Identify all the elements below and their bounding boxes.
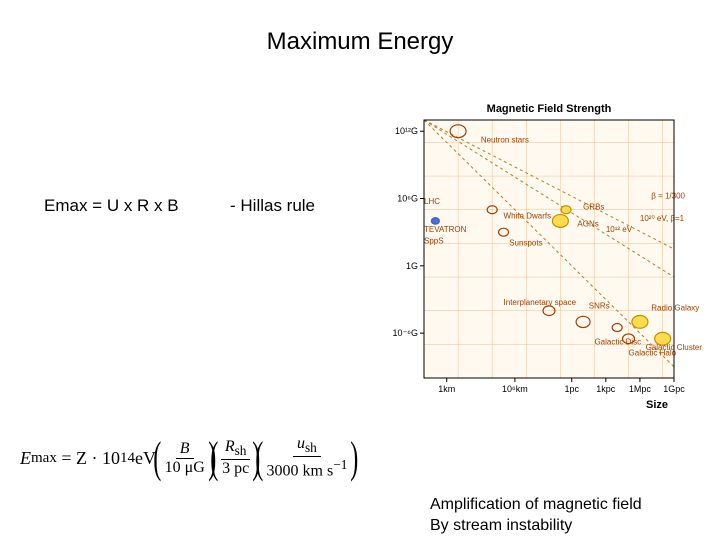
amplification-note: Amplification of magnetic field By strea…	[430, 495, 642, 537]
eq-term2: Rsh 3 pc	[218, 438, 253, 478]
svg-text:White Dwarfs: White Dwarfs	[504, 212, 552, 221]
svg-text:1Mpc: 1Mpc	[629, 384, 652, 394]
svg-text:1km: 1km	[438, 384, 455, 394]
hillas-plot: Magnetic Field Strength Size 1km 10⁶km 1pc 1k…	[376, 98, 706, 418]
svg-text:1G: 1G	[406, 261, 418, 271]
paren-icon: (	[255, 440, 263, 476]
svg-text:Radio Galaxy: Radio Galaxy	[651, 304, 699, 313]
svg-text:Size: Size	[646, 399, 668, 411]
eq-coef-exp: 14	[120, 450, 135, 467]
emax-formula: Emax = U x R x B	[44, 196, 179, 216]
svg-text:β = 1/300: β = 1/300	[651, 192, 685, 201]
eq-t3-den-exp: −1	[333, 457, 347, 472]
eq-t1-num: B	[180, 440, 190, 457]
paren-icon: (	[211, 440, 219, 476]
eq-t2-den: 3 pc	[218, 460, 253, 478]
svg-text:10¹² eV: 10¹² eV	[606, 225, 633, 234]
svg-text:AGNs: AGNs	[577, 220, 598, 229]
svg-text:LHC: LHC	[424, 197, 440, 206]
paren-icon: )	[351, 440, 359, 476]
eq-t2-num-sub: sh	[235, 443, 247, 458]
hillas-rule-label: - Hillas rule	[230, 196, 315, 216]
svg-text:1pc: 1pc	[564, 384, 579, 394]
eq-coef: = Z · 10	[61, 448, 120, 469]
svg-text:10⁶G: 10⁶G	[397, 194, 418, 204]
svg-text:SNRs: SNRs	[589, 301, 610, 310]
svg-text:1Gpc: 1Gpc	[663, 384, 685, 394]
svg-text:Neutron stars: Neutron stars	[481, 135, 529, 144]
svg-text:SppS: SppS	[424, 236, 444, 245]
svg-text:Galactic Disc: Galactic Disc	[594, 337, 641, 346]
svg-text:10¹²G: 10¹²G	[395, 126, 418, 136]
svg-text:Magnetic Field Strength: Magnetic Field Strength	[487, 103, 612, 115]
eq-t2-num: R	[225, 438, 235, 455]
svg-text:GRBs: GRBs	[583, 203, 604, 212]
emax-equation: Emax = Z · 1014 eV ( B 10 μG ) ( Rsh 3 p…	[20, 430, 440, 486]
paren-icon: (	[153, 440, 161, 476]
svg-text:TEVATRON: TEVATRON	[424, 225, 467, 234]
eq-lhs-sub: max	[31, 450, 57, 467]
svg-text:Interplanetary space: Interplanetary space	[504, 298, 577, 307]
eq-t3-num: u	[297, 435, 305, 452]
svg-text:10²⁰ eV, β=1: 10²⁰ eV, β=1	[640, 214, 685, 223]
svg-text:10⁻⁶G: 10⁻⁶G	[393, 328, 418, 338]
svg-text:Sunspots: Sunspots	[509, 239, 542, 248]
eq-term1: B 10 μG	[161, 440, 209, 477]
amp-line1: Amplification of magnetic field	[430, 495, 642, 516]
page-title: Maximum Energy	[0, 28, 720, 56]
eq-t3-num-sub: sh	[305, 440, 317, 455]
eq-lhs: E	[20, 448, 31, 469]
svg-text:10⁶km: 10⁶km	[502, 384, 528, 394]
eq-term3: ush 3000 km s−1	[263, 435, 352, 481]
eq-t3-den: 3000 km s	[267, 463, 334, 480]
amp-line2: By stream instability	[430, 516, 642, 537]
svg-text:1kpc: 1kpc	[596, 384, 616, 394]
eq-t1-den: 10 μG	[161, 459, 209, 477]
